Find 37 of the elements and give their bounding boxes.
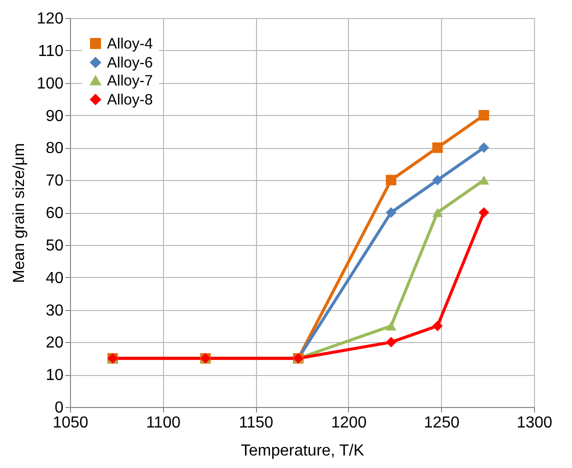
point [478,110,490,120]
x-tick-label: 1050 [52,414,88,432]
point [432,320,443,332]
y-tick-label: 30 [46,302,64,320]
x-axis-title: Temperature, T/K [240,442,364,460]
y-tick-label: 50 [46,237,64,254]
y-tick-label: 10 [46,367,64,384]
y-tick-label: 120 [36,10,64,28]
point [386,174,396,186]
y-tick-label: 90 [46,108,64,125]
point [386,207,396,218]
point [478,142,490,153]
point [432,208,443,218]
y-tick-label: 110 [38,42,64,60]
point [432,142,443,153]
point [478,176,490,185]
x-tick-label: 1250 [424,414,460,432]
y-axis-title: Mean grain size/μm [10,143,28,283]
legend-label: Alloy-8 [107,92,153,108]
legend-label: Alloy-6 [107,54,153,72]
y-tick-label: 70 [46,172,64,190]
point [432,174,443,186]
point [478,207,490,218]
y-tick-label: 100 [36,75,64,92]
point [386,321,396,330]
y-tick-label: 60 [46,205,64,222]
x-tick-label: 1300 [516,414,552,432]
y-tick-label: 40 [46,270,64,287]
y-tick-label: 20 [46,334,64,352]
y-tick-label: 0 [54,400,64,416]
point [386,336,396,348]
y-tick-label: 80 [46,140,64,158]
legend-label: Alloy-4 [107,36,153,52]
legend-label: Alloy-7 [107,72,153,90]
x-tick-label: 1100 [146,414,181,432]
x-tick-label: 1150 [238,414,274,432]
x-tick-label: 1200 [331,414,367,432]
